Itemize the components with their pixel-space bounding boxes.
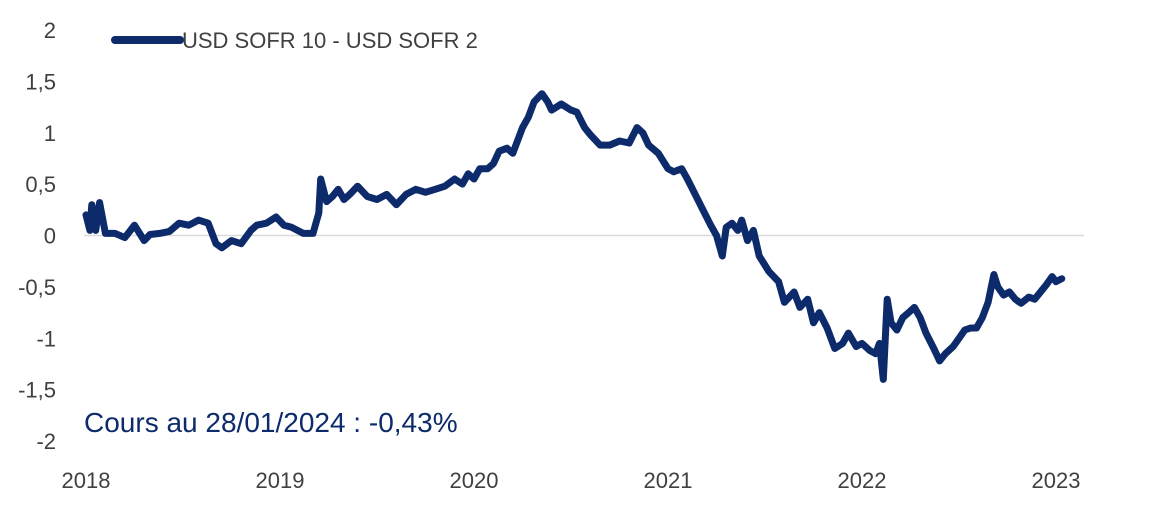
x-tick-label: 2023 xyxy=(1032,468,1081,493)
y-tick-label: 2 xyxy=(44,18,56,43)
legend: USD SOFR 10 - USD SOFR 2 xyxy=(111,28,478,53)
series-line xyxy=(82,90,1066,383)
y-tick-label: 0,5 xyxy=(25,172,56,197)
legend-label: USD SOFR 10 - USD SOFR 2 xyxy=(182,28,478,53)
x-tick-label: 2019 xyxy=(256,468,305,493)
x-tick-label: 2022 xyxy=(838,468,887,493)
y-tick-label: -2 xyxy=(36,429,56,454)
y-tick-label: -1,5 xyxy=(18,378,56,403)
x-tick-label: 2018 xyxy=(62,468,111,493)
y-tick-label: -1 xyxy=(36,326,56,351)
annotation-current-rate: Cours au 28/01/2024 : -0,43% xyxy=(84,407,458,438)
x-tick-label: 2021 xyxy=(644,468,693,493)
x-tick-label: 2020 xyxy=(450,468,499,493)
series-group xyxy=(82,90,1066,383)
y-tick-label: 1,5 xyxy=(25,69,56,94)
y-tick-label: 0 xyxy=(44,224,56,249)
y-axis-ticks: 2 1,5 1 0,5 0 -0,5 -1 -1,5 -2 xyxy=(18,18,56,454)
x-axis-ticks: 2018 2019 2020 2021 2022 2023 xyxy=(62,468,1081,493)
y-tick-label: 1 xyxy=(44,121,56,146)
y-tick-label: -0,5 xyxy=(18,275,56,300)
